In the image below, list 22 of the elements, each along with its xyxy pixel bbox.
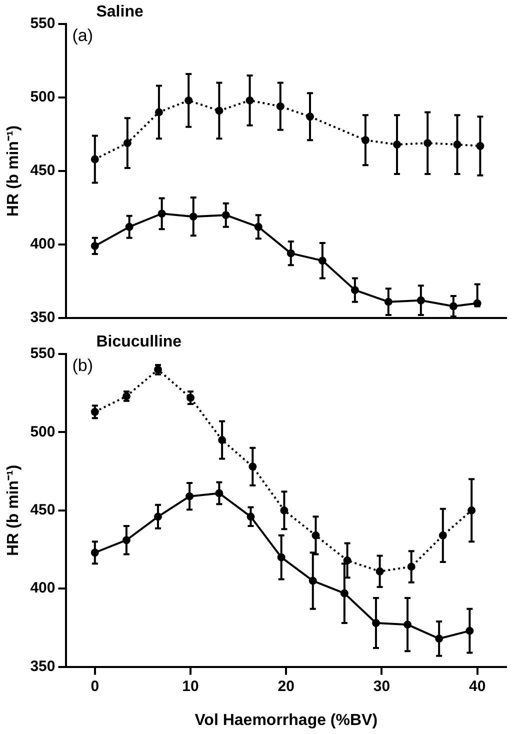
y-tick-label: 500 — [30, 423, 56, 440]
x-tick-label: 0 — [90, 678, 100, 695]
y-tick-label: 350 — [30, 658, 56, 675]
y-tick-label: 550 — [30, 345, 56, 362]
x-axis-title: Vol Haemorrhage (%BV) — [194, 712, 378, 729]
y-axis-title: HR (b min⁻¹) — [5, 125, 22, 217]
chart-title: Bicuculline — [96, 333, 182, 350]
annotation: (a) — [72, 26, 94, 46]
y-axis-title: HR (b min⁻¹) — [5, 464, 22, 556]
y-tick-label: 350 — [30, 309, 56, 326]
y-tick-label: 450 — [30, 502, 56, 519]
y-tick-label: 400 — [30, 580, 56, 597]
y-tick-label: 450 — [30, 162, 56, 180]
x-tick-label: 10 — [182, 678, 199, 695]
y-tick-label: 550 — [30, 15, 56, 32]
y-tick-label: 400 — [30, 236, 56, 253]
chart-title: Saline — [96, 3, 144, 20]
y-tick-label: 500 — [30, 88, 56, 106]
x-tick-label: 30 — [373, 678, 390, 695]
annotation: (b) — [72, 356, 94, 376]
x-tick-label: 20 — [278, 678, 294, 695]
x-tick-label: 40 — [468, 678, 486, 695]
